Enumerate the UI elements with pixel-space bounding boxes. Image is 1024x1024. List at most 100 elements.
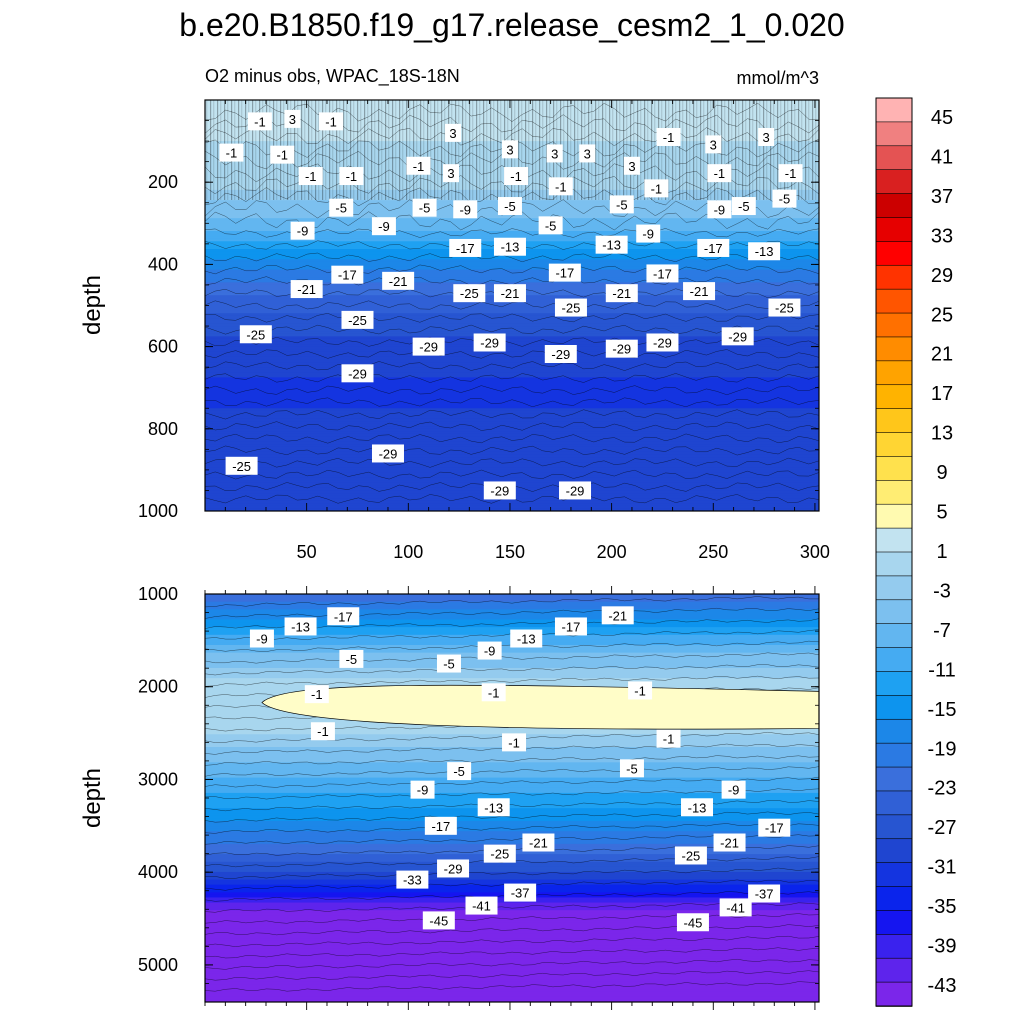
contour-line xyxy=(205,981,819,992)
contour-label: -13 xyxy=(477,798,510,817)
contour-band xyxy=(205,351,819,355)
contour-band xyxy=(205,828,819,832)
contour-band xyxy=(205,813,819,817)
contour-label-box xyxy=(465,896,498,915)
contour-label-text: -1 xyxy=(317,724,329,739)
contour-label: -41 xyxy=(465,896,498,915)
contour-band xyxy=(205,338,819,343)
contour-band xyxy=(205,475,819,479)
contour-label: -13 xyxy=(493,237,526,256)
contour-band xyxy=(205,272,819,276)
contour-band xyxy=(205,315,819,319)
contour-label-text: -21 xyxy=(297,282,316,297)
contour-label-box xyxy=(473,333,506,352)
contour-band xyxy=(205,354,819,358)
contour-label-text: -17 xyxy=(562,619,581,634)
contour-label-box xyxy=(595,235,628,254)
contour-label-text: -1 xyxy=(663,732,675,747)
contour-band xyxy=(205,428,819,432)
contour-label-box xyxy=(644,179,669,198)
contour-label-text: -1 xyxy=(663,130,675,145)
contour-label: -1 xyxy=(778,164,803,183)
contour-band xyxy=(205,462,819,466)
contour-band xyxy=(205,818,819,822)
contour-line xyxy=(205,913,819,924)
contour-band xyxy=(205,986,819,990)
contour-label: -5 xyxy=(329,198,354,217)
contour-line xyxy=(205,924,819,936)
contour-label: -21 xyxy=(290,280,323,299)
contour-label: -1 xyxy=(548,177,573,196)
contour-label-text: -5 xyxy=(504,199,516,214)
contour-label: -37 xyxy=(748,884,781,903)
contour-label-box xyxy=(758,127,775,146)
contour-band xyxy=(205,667,819,672)
contour-band xyxy=(205,650,819,654)
colorbar-swatch xyxy=(875,241,913,267)
contour-band xyxy=(205,874,819,878)
contour-label-box xyxy=(559,481,592,500)
contour-band xyxy=(205,999,819,1002)
contour-band xyxy=(205,305,819,309)
contour-label-box xyxy=(656,729,681,748)
contour-label: -5 xyxy=(772,189,797,208)
contour-label-box xyxy=(327,607,360,626)
contour-line xyxy=(205,607,819,619)
contour-label-box xyxy=(748,242,781,261)
contour-label-box xyxy=(290,280,323,299)
y-tick-label: 1000 xyxy=(138,584,178,604)
colorbar-swatch xyxy=(875,217,913,243)
units-label: mmol/m^3 xyxy=(737,68,819,88)
colorbar-label: 45 xyxy=(931,107,953,129)
contour-band xyxy=(205,395,819,399)
contour-label-text: -41 xyxy=(472,899,491,914)
contour-label: -5 xyxy=(731,197,756,216)
contour-label-box xyxy=(481,683,506,702)
contour-band xyxy=(205,731,819,735)
contour-line xyxy=(205,409,819,420)
contour-label-box xyxy=(609,195,634,214)
contour-band xyxy=(205,259,819,263)
contour-label: -13 xyxy=(284,617,317,636)
contour-label-box xyxy=(656,127,681,146)
contour-label-text: -45 xyxy=(429,913,448,928)
contour-line xyxy=(205,336,819,347)
contour-band xyxy=(205,477,819,481)
colorbar-label: -43 xyxy=(928,975,957,997)
contour-label-box xyxy=(493,237,526,256)
contour-label-box xyxy=(225,456,258,475)
contour-line xyxy=(205,312,819,323)
contour-label: -29 xyxy=(412,337,445,356)
contour-label-box xyxy=(298,167,323,186)
contour-label-text: -21 xyxy=(720,836,739,851)
contour-band xyxy=(205,981,819,985)
contour-label-text: -45 xyxy=(684,915,703,930)
contour-band xyxy=(205,933,819,937)
contour-label-text: -17 xyxy=(334,609,353,624)
contour-label-box xyxy=(477,641,502,660)
contour-band xyxy=(205,503,819,507)
contour-label: -5 xyxy=(538,216,563,235)
contour-band xyxy=(205,994,819,998)
contour-band xyxy=(205,864,819,868)
contour-band xyxy=(205,961,819,965)
contour-band xyxy=(205,956,819,960)
colorbar-swatch xyxy=(875,981,913,1007)
contour-label: -5 xyxy=(619,759,644,778)
colorbar-swatch xyxy=(875,671,913,697)
contour-band xyxy=(205,953,819,957)
contour-label-box xyxy=(707,200,732,219)
contour-band xyxy=(205,968,819,972)
contour-label: -1 xyxy=(656,729,681,748)
contour-label-box xyxy=(628,681,653,700)
contour-label: 3 xyxy=(443,164,460,183)
contour-label: -29 xyxy=(473,333,506,352)
contour-label-text: -17 xyxy=(338,268,357,283)
contour-band xyxy=(205,948,819,952)
contour-label: -5 xyxy=(436,654,461,673)
contour-label-box xyxy=(247,112,272,131)
contour-label-box xyxy=(721,327,754,346)
contour-label-text: -1 xyxy=(413,159,425,174)
contour-band xyxy=(205,729,819,733)
contour-label-box xyxy=(339,649,364,668)
